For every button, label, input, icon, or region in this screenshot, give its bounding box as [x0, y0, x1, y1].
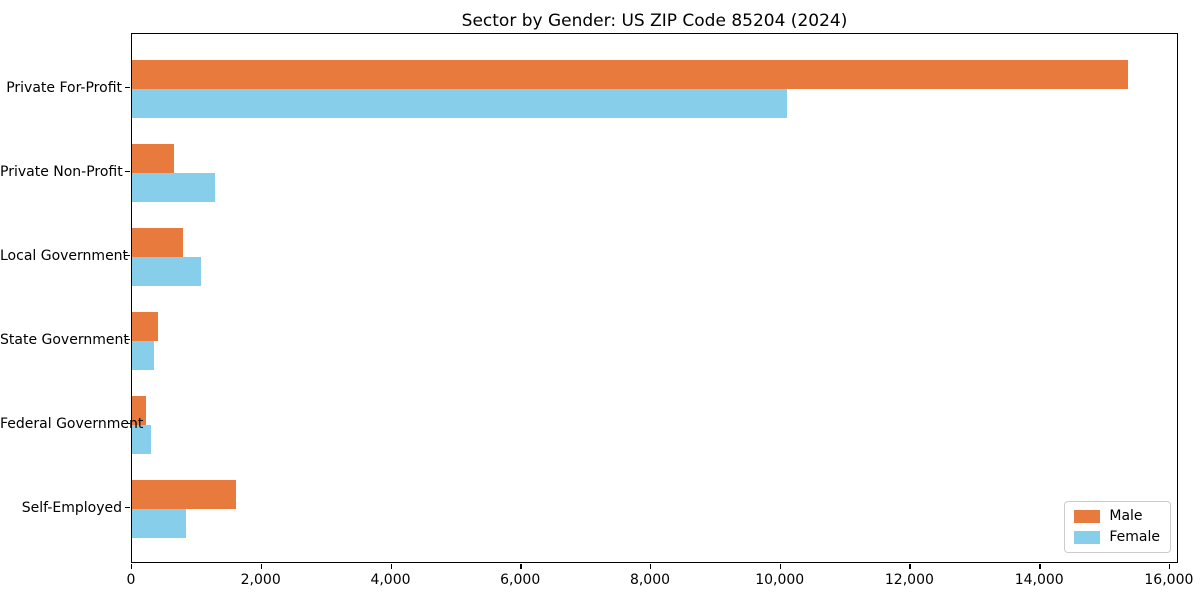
- bar-female: [132, 173, 215, 202]
- category-label: Federal Government: [0, 416, 144, 432]
- x-tick-label: 4,000: [370, 572, 411, 588]
- bar-male: [132, 228, 183, 257]
- male-swatch-icon: [1074, 510, 1101, 523]
- female-swatch-icon: [1074, 531, 1101, 544]
- bar-male: [132, 396, 147, 425]
- y-tick-mark: [125, 339, 130, 341]
- x-tick-mark: [650, 564, 652, 569]
- bar-male: [132, 144, 175, 173]
- y-tick-mark: [125, 507, 130, 509]
- x-tick-label: 6,000: [500, 572, 541, 588]
- category-label: Private For-Profit: [6, 80, 122, 96]
- x-tick-mark: [1039, 564, 1041, 569]
- x-tick-mark: [131, 564, 133, 569]
- x-tick-label: 0: [126, 572, 136, 588]
- bar-female: [132, 89, 787, 118]
- legend-entry-female: Female: [1074, 530, 1160, 545]
- x-tick-mark: [909, 564, 911, 569]
- x-tick-mark: [1168, 564, 1171, 569]
- bar-female: [132, 509, 186, 538]
- x-tick-mark: [390, 564, 392, 569]
- x-tick-label: 12,000: [884, 572, 934, 588]
- category-label: Private Non-Profit: [0, 164, 123, 180]
- x-tick-label: 14,000: [1014, 572, 1064, 588]
- category-label: Self-Employed: [21, 500, 122, 516]
- bar-female: [132, 341, 155, 370]
- x-tick-label: 10,000: [755, 572, 805, 588]
- x-tick-label: 8,000: [629, 572, 671, 588]
- legend-label-female: Female: [1109, 529, 1160, 545]
- y-tick-mark: [125, 423, 130, 425]
- bar-male: [132, 480, 236, 509]
- legend-label-male: Male: [1109, 508, 1143, 524]
- legend-entry-male: Male: [1074, 509, 1160, 524]
- chart-title: Sector by Gender: US ZIP Code 85204 (202…: [461, 11, 848, 31]
- y-tick-mark: [125, 255, 130, 257]
- plot-area: Male Female: [131, 33, 1178, 563]
- legend: Male Female: [1064, 501, 1171, 553]
- bar-female: [132, 257, 201, 286]
- bar-male: [132, 60, 1128, 89]
- x-tick-mark: [520, 564, 522, 569]
- x-tick-mark: [260, 564, 263, 569]
- x-tick-label: 16,000: [1144, 572, 1194, 588]
- x-tick-mark: [779, 564, 782, 569]
- bar-male: [132, 312, 158, 341]
- category-label: Local Government: [0, 248, 129, 264]
- y-tick-mark: [125, 87, 130, 89]
- category-label: State Government: [0, 332, 129, 348]
- x-tick-label: 2,000: [240, 572, 281, 588]
- bar-female: [132, 425, 151, 454]
- y-tick-mark: [125, 171, 130, 173]
